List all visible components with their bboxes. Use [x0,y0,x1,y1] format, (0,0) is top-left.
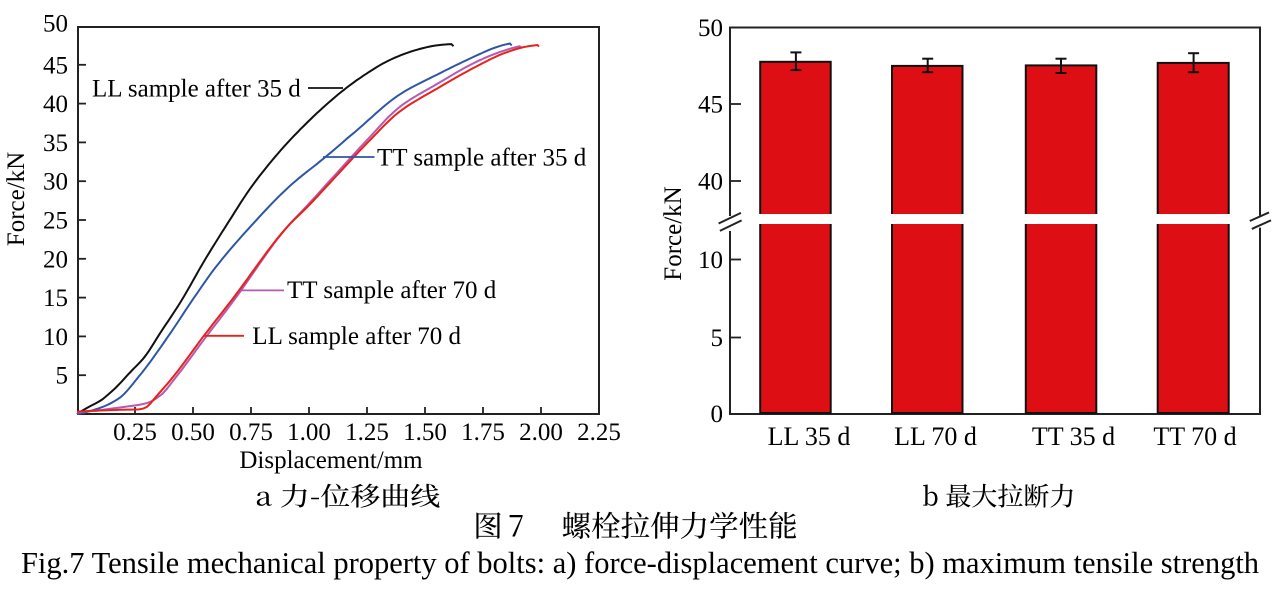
svg-text:45: 45 [698,92,723,119]
svg-text:40: 40 [698,169,723,196]
svg-text:1.00: 1.00 [287,419,331,446]
svg-text:5: 5 [56,363,69,390]
svg-text:0.75: 0.75 [229,419,273,446]
svg-text:TT 70 d: TT 70 d [1153,422,1236,451]
svg-text:Fig.7 Tensile mechanical prope: Fig.7 Tensile mechanical property of bol… [21,546,1259,580]
svg-text:LL sample after 70 d: LL sample after 70 d [252,323,461,350]
svg-text:50: 50 [698,15,723,42]
svg-text:30: 30 [43,169,68,196]
svg-text:40: 40 [43,91,68,118]
svg-text:1.25: 1.25 [345,419,389,446]
svg-text:Displacement/mm: Displacement/mm [239,447,423,474]
svg-text:LL 70 d: LL 70 d [894,422,977,451]
svg-text:0: 0 [711,401,724,428]
svg-text:LL 35 d: LL 35 d [768,422,851,451]
svg-text:0.50: 0.50 [171,419,215,446]
svg-text:45: 45 [43,52,68,79]
svg-text:1.75: 1.75 [461,419,505,446]
svg-text:LL sample after 35 d: LL sample after 35 d [92,76,301,103]
svg-text:TT sample after 70 d: TT sample after 70 d [287,277,497,304]
svg-text:0.25: 0.25 [113,419,157,446]
svg-text:50: 50 [43,11,68,38]
svg-text:20: 20 [43,246,68,273]
svg-text:2.00: 2.00 [519,419,563,446]
svg-text:Force/kN: Force/kN [3,152,30,246]
svg-text:TT sample after 35 d: TT sample after 35 d [377,144,587,171]
svg-text:10: 10 [698,247,723,274]
svg-text:2.25: 2.25 [577,419,621,446]
svg-text:10: 10 [43,324,68,351]
svg-text:5: 5 [711,325,724,352]
svg-text:Force/kN: Force/kN [660,186,687,280]
svg-text:25: 25 [43,208,68,235]
svg-text:TT 35 d: TT 35 d [1032,422,1115,451]
svg-text:35: 35 [43,130,68,157]
svg-text:15: 15 [43,285,68,312]
svg-text:1.50: 1.50 [403,419,447,446]
